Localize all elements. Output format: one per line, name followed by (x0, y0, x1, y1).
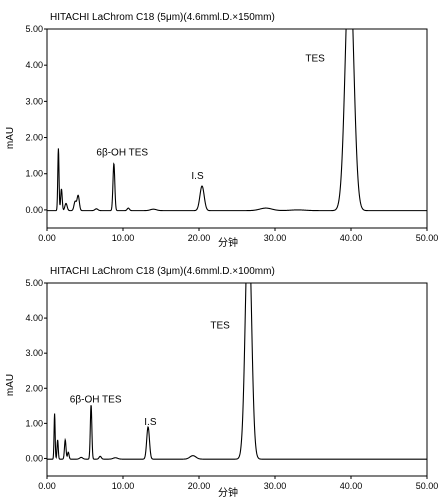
x-tick-label: 40.00 (340, 233, 363, 243)
peak-annotation: I.S (144, 417, 157, 428)
x-tick-label: 0.00 (38, 481, 56, 491)
y-axis-label: mAU (5, 374, 16, 396)
plot-frame (46, 28, 428, 229)
y-tick-label: 4.00 (25, 313, 43, 323)
x-axis-label: 分钟 (218, 236, 238, 249)
chart-marks: 0.00 1.00 2.00 3.00 4.00 5.00 0.00 10.00 20.00 30… (25, 24, 439, 243)
peak-annotation: 6β-OH TES (96, 148, 148, 159)
chromatogram-trace (47, 29, 427, 212)
chart-panel-1: HITACHI LaChrom C18 (5μm)(4.6mml.D.×150m… (5, 12, 439, 249)
y-axis-label: mAU (5, 127, 16, 149)
x-tick-label: 40.00 (340, 481, 363, 491)
x-axis-label: 分钟 (218, 486, 238, 499)
y-tick-label: 5.00 (25, 278, 43, 288)
x-tick-label: 20.00 (188, 233, 211, 243)
y-tick-label: 2.00 (25, 383, 43, 393)
x-tick-label: 30.00 (264, 233, 287, 243)
x-tick-label: 20.00 (188, 481, 211, 491)
x-tick-label: 50.00 (416, 481, 439, 491)
peak-annotation: TES (305, 54, 325, 65)
y-tick-label: 1.00 (25, 169, 43, 179)
y-tick-label: 2.00 (25, 133, 43, 143)
peak-annotation: 6β-OH TES (70, 394, 122, 405)
peak-annotation: TES (210, 321, 230, 332)
chart-title: HITACHI LaChrom C18 (5μm)(4.6mml.D.×150m… (50, 12, 275, 23)
chart-title: HITACHI LaChrom C18 (3μm)(4.6mml.D.×100m… (50, 266, 275, 277)
x-tick-label: 50.00 (416, 233, 439, 243)
x-tick-label: 10.00 (112, 233, 135, 243)
y-tick-label: 4.00 (25, 60, 43, 70)
y-tick-label: 3.00 (25, 96, 43, 106)
x-tick-label: 10.00 (112, 481, 135, 491)
y-tick-label: 3.00 (25, 348, 43, 358)
y-tick-label: 1.00 (25, 418, 43, 428)
y-tick-label: 5.00 (25, 24, 43, 34)
chromatogram-trace (47, 283, 427, 460)
plot-frame (46, 282, 428, 477)
y-tick-label: 0.00 (25, 205, 43, 215)
chart-marks: 0.00 1.00 2.00 3.00 4.00 5.00 0.00 10.00 20.00 30… (25, 278, 439, 491)
x-tick-label: 30.00 (264, 481, 287, 491)
peak-annotation: I.S (191, 171, 204, 182)
x-tick-label: 0.00 (38, 233, 56, 243)
chart-panel-2: HITACHI LaChrom C18 (3μm)(4.6mml.D.×100m… (5, 266, 439, 499)
y-tick-label: 0.00 (25, 453, 43, 463)
